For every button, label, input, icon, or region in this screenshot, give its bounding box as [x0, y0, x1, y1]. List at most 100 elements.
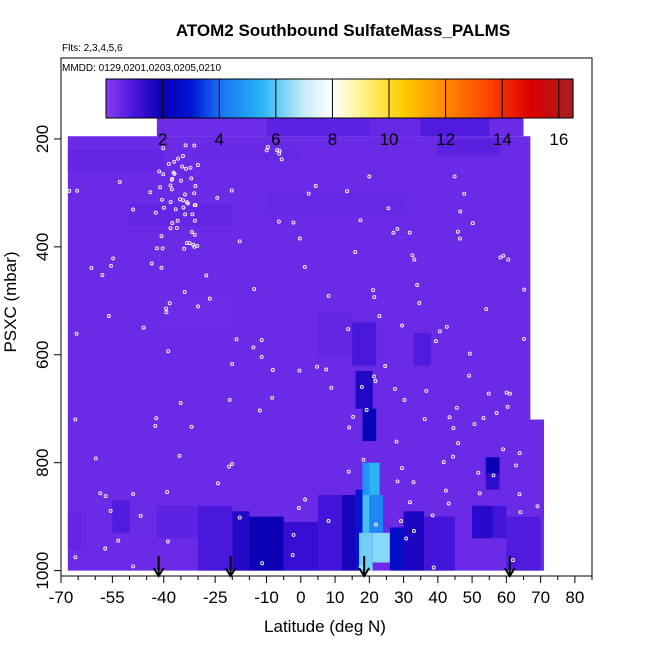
data-cell: [403, 511, 425, 571]
sample-point: [457, 236, 462, 241]
data-cell: [355, 370, 373, 409]
sample-point: [264, 148, 269, 153]
colorbar-swatch: [155, 79, 160, 118]
colorbar-swatch: [406, 79, 411, 118]
colorbar-tick-label: 12: [436, 130, 455, 149]
colorbar-swatch: [394, 79, 399, 118]
sample-point: [412, 257, 417, 262]
sample-point: [160, 246, 165, 251]
plot-frame: [60, 57, 593, 577]
sample-point: [511, 558, 515, 563]
colorbar-swatch: [222, 79, 227, 118]
sample-point: [443, 488, 448, 493]
sample-point: [181, 205, 186, 210]
colorbar-swatch: [517, 79, 522, 118]
colorbar-swatch: [491, 79, 495, 118]
sample-point: [417, 301, 422, 305]
colorbar-swatch: [555, 79, 560, 118]
sample-point: [154, 246, 159, 251]
sample-point: [67, 189, 72, 193]
sample-point: [192, 232, 197, 237]
data-cell: [424, 516, 455, 571]
colorbar-swatch: [339, 79, 344, 118]
sample-point: [517, 492, 522, 497]
sample-point: [329, 385, 334, 390]
sample-point: [173, 207, 178, 212]
colorbar-swatch: [190, 79, 195, 118]
sample-point: [501, 253, 506, 258]
colorbar-swatch: [138, 79, 142, 118]
sample-point: [252, 287, 257, 292]
colorbar-swatch: [158, 79, 163, 118]
colorbar-swatch: [286, 79, 291, 118]
colorbar-swatch: [321, 79, 326, 118]
colorbar-swatch: [231, 79, 236, 118]
data-cell: [67, 149, 164, 172]
colorbar-swatch: [146, 79, 151, 118]
colorbar-swatch: [362, 79, 367, 118]
colorbar-swatch: [505, 79, 510, 118]
data-cell: [112, 500, 130, 533]
colorbar-swatch: [409, 79, 414, 118]
sample-point: [183, 212, 188, 217]
sample-point: [93, 456, 98, 461]
sample-point: [347, 425, 352, 430]
colorbar-swatch: [520, 79, 524, 118]
sample-point: [169, 177, 174, 182]
colorbar-swatch: [540, 79, 545, 118]
x-axis: -70 -55 -40 -25 -10 0 10 20 30 40 50 60 70 80: [49, 576, 593, 607]
colorbar-swatch: [319, 79, 323, 118]
sample-point: [306, 191, 311, 196]
sample-point: [178, 401, 183, 405]
colorbar-swatch: [348, 79, 352, 118]
data-cell: [156, 117, 267, 137]
colorbar-swatch: [173, 79, 177, 118]
sample-point: [481, 416, 486, 421]
sample-point: [270, 368, 275, 372]
data-cell: [485, 473, 500, 490]
sample-point: [189, 424, 194, 429]
colorbar-swatch: [543, 79, 548, 118]
sample-point: [433, 339, 438, 344]
sample-point: [402, 398, 407, 402]
sample-point: [517, 451, 522, 456]
colorbar-swatch: [228, 79, 233, 118]
sample-point: [456, 441, 461, 446]
colorbar-swatch: [532, 79, 536, 118]
colorbar-swatch: [225, 79, 230, 118]
sample-point: [498, 255, 503, 260]
sample-point: [522, 287, 527, 292]
colorbar-swatch: [176, 79, 180, 118]
sample-point: [395, 479, 400, 484]
sample-point: [73, 555, 78, 560]
sample-point: [161, 146, 166, 151]
colorbar-swatch: [167, 79, 171, 118]
sample-point: [353, 250, 358, 255]
sample-point: [326, 519, 331, 523]
colorbar-swatch: [310, 79, 314, 118]
colorbar-swatch: [123, 79, 128, 118]
sample-point: [400, 466, 404, 471]
colorbar-swatch: [418, 79, 422, 118]
colorbar-swatch: [246, 79, 250, 118]
sample-point: [373, 379, 378, 383]
colorbar-swatch: [421, 79, 425, 118]
x-tick-label: 40: [428, 588, 447, 607]
sample-point: [166, 349, 171, 354]
colorbar-swatch: [552, 79, 557, 118]
colorbar-swatch: [429, 79, 434, 118]
sample-point: [410, 253, 415, 258]
colorbar-swatch: [141, 79, 145, 118]
sample-point: [171, 170, 176, 175]
sample-point: [179, 178, 183, 183]
colorbar-swatch: [106, 79, 110, 118]
sample-point: [111, 256, 116, 261]
sample-point: [192, 191, 197, 196]
colorbar-swatch: [336, 79, 341, 118]
sample-point: [315, 364, 319, 369]
colorbar-swatch: [126, 79, 130, 118]
sample-point: [404, 536, 409, 541]
sample-point: [234, 337, 239, 342]
colorbar-swatch: [412, 79, 416, 118]
sample-point: [183, 143, 188, 148]
